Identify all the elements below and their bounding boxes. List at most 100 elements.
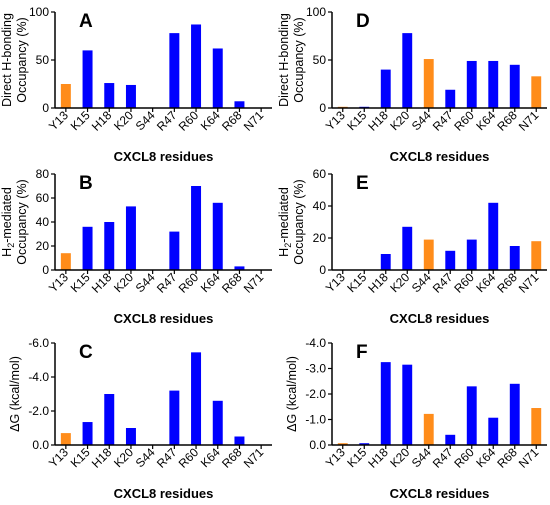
y-tick-label: 0	[319, 263, 326, 277]
bar-k15	[82, 422, 93, 445]
y-tick-label: 0.0	[309, 438, 326, 452]
x-tick-label: K64	[473, 108, 498, 133]
x-tick-label: S44	[133, 270, 158, 295]
x-tick-label: K64	[473, 445, 498, 470]
x-tick-label: H18	[365, 108, 391, 134]
panel-c: 0.0 -2.0 -4.0 -6.0 Y13K15H18K20S44R47R60K64R…	[8, 336, 272, 501]
y-tick-label: 0	[42, 101, 49, 115]
y-tick-label: 100	[29, 5, 49, 19]
x-tick-label: S44	[409, 108, 434, 133]
bar-r68	[509, 383, 520, 445]
panel-label: E	[356, 173, 369, 194]
y-tick-label: 100	[306, 5, 326, 19]
x-tick-label: K15	[68, 108, 93, 133]
bar-r60	[191, 352, 202, 445]
bar-k20	[125, 206, 136, 270]
bar-h18	[380, 254, 391, 270]
bar-r68	[509, 64, 520, 108]
bar-y13	[60, 84, 71, 108]
x-tick-label: Y13	[323, 108, 348, 133]
bar-r47	[169, 231, 180, 270]
y-tick-label: 60	[36, 191, 50, 205]
y-tick-label: 50	[36, 53, 50, 67]
x-tick-label: S44	[409, 445, 434, 470]
x-tick-label: R47	[430, 445, 456, 471]
x-axis-title: CXCL8 residues	[114, 486, 214, 501]
y-tick-label: 20	[313, 231, 327, 245]
x-tick-label: R47	[154, 108, 180, 134]
y-axis-title-line: Occupancy (%)	[292, 17, 306, 102]
y-tick-label: -2.0	[28, 404, 49, 418]
x-tick-label: S44	[133, 108, 158, 133]
x-tick-label: R68	[219, 445, 245, 471]
x-tick-label: K64	[198, 445, 223, 470]
x-tick-label: Y13	[46, 270, 71, 295]
x-tick-label: H18	[365, 270, 391, 296]
x-tick-label: S44	[133, 445, 158, 470]
x-tick-label: R68	[494, 270, 520, 296]
x-tick-label: R47	[154, 445, 180, 471]
bar-k15	[82, 226, 93, 270]
bar-k64	[488, 60, 499, 108]
x-tick-label: N71	[241, 108, 267, 134]
bar-r60	[466, 60, 477, 108]
x-tick-label: Y13	[46, 108, 71, 133]
panel-label: B	[79, 173, 93, 194]
x-tick-label: H18	[89, 270, 115, 296]
y-tick-label: 20	[36, 239, 50, 253]
bar-r68	[234, 436, 245, 445]
x-tick-label: R68	[219, 270, 245, 296]
x-tick-label: R60	[451, 108, 477, 134]
y-axis-title-line: ΔG (kcal/mol)	[285, 356, 299, 432]
bar-y13	[337, 443, 348, 445]
y-axis-title-line: Occupancy (%)	[15, 179, 29, 264]
bar-r60	[191, 186, 202, 270]
y-tick-label: 40	[313, 199, 327, 213]
bar-k20	[402, 33, 413, 109]
x-tick-label: N71	[241, 270, 267, 296]
x-tick-label: K20	[387, 270, 412, 295]
bar-n71	[531, 241, 542, 270]
y-tick-label: 60	[313, 167, 327, 181]
x-tick-label: H18	[89, 108, 115, 134]
x-tick-label: K15	[344, 445, 369, 470]
x-tick-label: R68	[494, 108, 520, 134]
y-tick-label: 0.0	[32, 438, 49, 452]
panel-label: C	[79, 342, 93, 363]
x-tick-label: K64	[473, 270, 498, 295]
bar-r60	[466, 386, 477, 445]
x-tick-label: R47	[154, 270, 180, 296]
x-tick-label: K15	[344, 270, 369, 295]
y-axis-title-line: ΔG (kcal/mol)	[8, 356, 22, 432]
y-tick-label: -4.0	[28, 370, 49, 384]
y-tick-label: 40	[36, 215, 50, 229]
x-axis-title: CXCL8 residues	[114, 311, 214, 326]
bar-k20	[125, 428, 136, 445]
x-tick-label: R60	[176, 108, 202, 134]
x-tick-label: Y13	[323, 270, 348, 295]
bar-k64	[212, 202, 223, 270]
y-axis-title-line: Direct H-bonding	[277, 13, 291, 107]
bar-r47	[445, 434, 456, 445]
bar-h18	[104, 83, 115, 108]
y-tick-label: 0	[319, 101, 326, 115]
x-tick-label: K15	[68, 445, 93, 470]
bar-k15	[82, 50, 93, 108]
x-tick-label: R60	[451, 270, 477, 296]
x-tick-label: N71	[516, 108, 542, 134]
x-tick-label: N71	[516, 270, 542, 296]
x-tick-label: Y13	[323, 445, 348, 470]
x-axis-title: CXCL8 residues	[390, 149, 490, 164]
y-tick-label: 80	[36, 167, 50, 181]
bar-n71	[531, 408, 542, 445]
x-tick-label: K20	[111, 445, 136, 470]
y-tick-label: -3.0	[305, 362, 326, 376]
x-axis-title: CXCL8 residues	[114, 149, 214, 164]
x-tick-label: H18	[89, 445, 115, 471]
x-tick-label: K20	[111, 270, 136, 295]
bar-r47	[445, 250, 456, 270]
bar-s44	[423, 59, 434, 108]
